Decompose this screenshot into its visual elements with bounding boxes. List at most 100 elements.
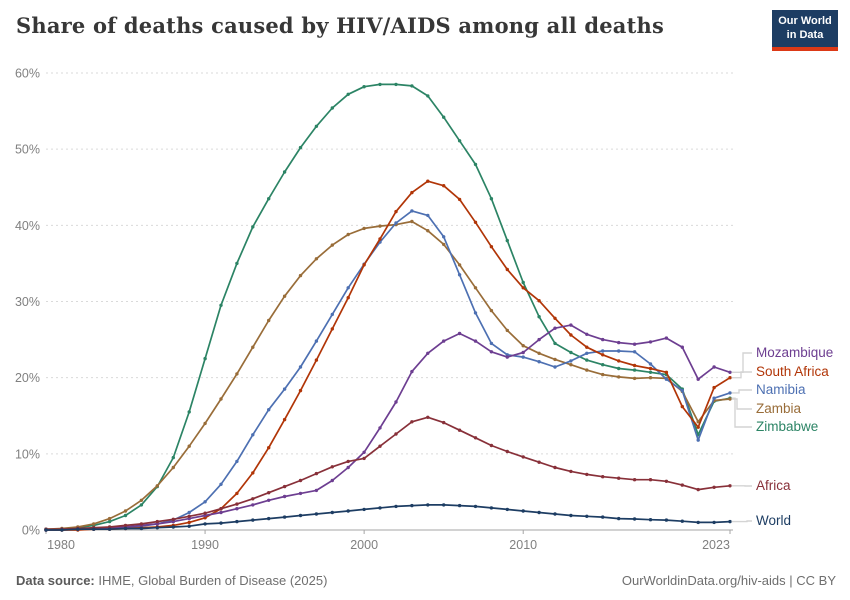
point-south-africa[interactable] bbox=[457, 197, 462, 202]
point-africa[interactable] bbox=[203, 511, 207, 515]
point-namibia[interactable] bbox=[553, 365, 557, 369]
point-zambia[interactable] bbox=[489, 308, 494, 313]
point-zimbabwe[interactable] bbox=[442, 115, 446, 119]
point-africa[interactable] bbox=[314, 471, 319, 476]
point-world[interactable] bbox=[139, 526, 144, 531]
point-namibia[interactable] bbox=[442, 235, 446, 239]
point-south-africa[interactable] bbox=[505, 267, 509, 272]
point-world[interactable] bbox=[664, 518, 669, 522]
point-zimbabwe[interactable] bbox=[362, 85, 366, 89]
point-namibia[interactable] bbox=[521, 355, 525, 359]
legend-label-namibia[interactable]: Namibia bbox=[756, 382, 806, 397]
point-africa[interactable] bbox=[569, 469, 573, 474]
point-south-africa[interactable] bbox=[442, 184, 446, 188]
point-mozambique[interactable] bbox=[601, 337, 605, 342]
point-africa[interactable] bbox=[585, 472, 589, 477]
point-zimbabwe[interactable] bbox=[426, 94, 430, 98]
point-south-africa[interactable] bbox=[648, 366, 653, 371]
point-africa[interactable] bbox=[267, 491, 271, 495]
point-namibia[interactable] bbox=[282, 387, 287, 391]
point-namibia[interactable] bbox=[712, 396, 716, 400]
point-zambia[interactable] bbox=[378, 224, 382, 228]
point-africa[interactable] bbox=[378, 444, 382, 448]
point-zimbabwe[interactable] bbox=[601, 363, 605, 367]
point-namibia[interactable] bbox=[394, 221, 398, 225]
point-zambia[interactable] bbox=[585, 368, 589, 372]
point-mozambique[interactable] bbox=[537, 337, 541, 342]
point-mozambique[interactable] bbox=[489, 350, 494, 354]
point-mozambique[interactable] bbox=[235, 507, 239, 511]
point-south-africa[interactable] bbox=[521, 286, 525, 290]
point-africa[interactable] bbox=[362, 456, 366, 461]
line-zimbabwe[interactable] bbox=[45, 83, 731, 531]
point-zambia[interactable] bbox=[107, 516, 112, 521]
point-world[interactable] bbox=[553, 512, 557, 516]
point-zimbabwe[interactable] bbox=[107, 519, 112, 524]
point-zambia[interactable] bbox=[282, 294, 287, 298]
point-africa[interactable] bbox=[330, 465, 334, 469]
point-mozambique[interactable] bbox=[569, 323, 573, 327]
point-world[interactable] bbox=[696, 520, 700, 525]
point-world[interactable] bbox=[521, 509, 525, 513]
point-zambia[interactable] bbox=[569, 363, 573, 367]
point-zambia[interactable] bbox=[410, 219, 414, 224]
point-south-africa[interactable] bbox=[346, 296, 350, 300]
point-world[interactable] bbox=[473, 504, 478, 509]
point-africa[interactable] bbox=[219, 507, 223, 511]
point-world[interactable] bbox=[123, 526, 128, 531]
point-zimbabwe[interactable] bbox=[330, 106, 334, 110]
point-mozambique[interactable] bbox=[282, 494, 287, 499]
point-zambia[interactable] bbox=[537, 351, 541, 355]
point-zimbabwe[interactable] bbox=[251, 225, 255, 229]
point-mozambique[interactable] bbox=[585, 332, 589, 336]
point-south-africa[interactable] bbox=[378, 237, 382, 241]
point-africa[interactable] bbox=[251, 497, 255, 501]
point-africa[interactable] bbox=[601, 475, 605, 479]
legend-label-mozambique[interactable]: Mozambique bbox=[756, 345, 834, 360]
point-world[interactable] bbox=[171, 525, 175, 529]
point-zambia[interactable] bbox=[187, 444, 191, 448]
point-mozambique[interactable] bbox=[696, 377, 700, 381]
point-mozambique[interactable] bbox=[712, 365, 716, 369]
point-namibia[interactable] bbox=[203, 500, 207, 504]
point-world[interactable] bbox=[585, 514, 589, 518]
point-mozambique[interactable] bbox=[314, 488, 319, 493]
point-africa[interactable] bbox=[346, 459, 350, 464]
point-mozambique[interactable] bbox=[394, 400, 398, 404]
point-namibia[interactable] bbox=[648, 362, 653, 366]
point-zimbabwe[interactable] bbox=[505, 238, 509, 243]
point-mozambique[interactable] bbox=[521, 350, 525, 355]
point-zimbabwe[interactable] bbox=[298, 145, 303, 150]
point-south-africa[interactable] bbox=[696, 425, 700, 429]
point-world[interactable] bbox=[410, 503, 414, 508]
point-zambia[interactable] bbox=[617, 375, 621, 379]
point-south-africa[interactable] bbox=[426, 179, 430, 183]
point-namibia[interactable] bbox=[696, 438, 700, 442]
point-namibia[interactable] bbox=[426, 213, 430, 218]
point-africa[interactable] bbox=[664, 479, 669, 483]
point-zimbabwe[interactable] bbox=[489, 197, 494, 201]
point-zambia[interactable] bbox=[601, 372, 605, 377]
point-namibia[interactable] bbox=[632, 350, 637, 354]
point-south-africa[interactable] bbox=[282, 417, 287, 422]
line-namibia[interactable] bbox=[45, 210, 731, 531]
point-zambia[interactable] bbox=[203, 421, 207, 426]
point-world[interactable] bbox=[155, 526, 159, 530]
point-zambia[interactable] bbox=[267, 318, 271, 323]
point-zambia[interactable] bbox=[330, 243, 334, 247]
point-world[interactable] bbox=[76, 527, 80, 531]
point-namibia[interactable] bbox=[314, 339, 319, 343]
point-zimbabwe[interactable] bbox=[553, 341, 557, 346]
point-zambia[interactable] bbox=[426, 229, 430, 233]
point-world[interactable] bbox=[251, 518, 255, 522]
point-zambia[interactable] bbox=[251, 345, 255, 349]
point-namibia[interactable] bbox=[569, 359, 573, 363]
point-namibia[interactable] bbox=[298, 365, 303, 369]
point-zambia[interactable] bbox=[235, 372, 239, 376]
point-zimbabwe[interactable] bbox=[585, 358, 589, 362]
point-world[interactable] bbox=[489, 506, 494, 510]
point-africa[interactable] bbox=[712, 485, 716, 489]
point-namibia[interactable] bbox=[251, 433, 255, 437]
point-zimbabwe[interactable] bbox=[314, 124, 319, 128]
